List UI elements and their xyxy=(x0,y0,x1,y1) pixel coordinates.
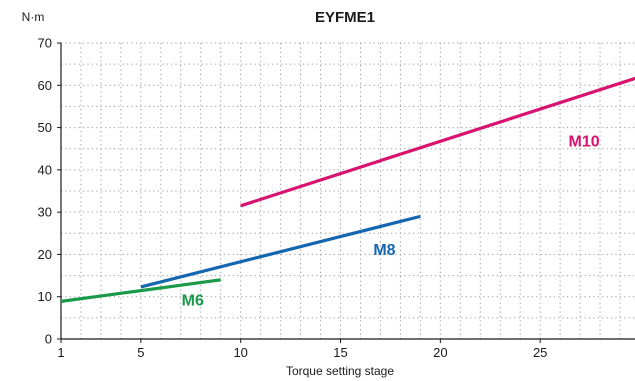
y-tick-label: 0 xyxy=(45,332,52,347)
series-label-m8: M8 xyxy=(373,242,395,259)
y-tick-label: 50 xyxy=(38,120,52,135)
series-label-m10: M10 xyxy=(569,133,600,150)
x-tick-label: 15 xyxy=(333,345,347,360)
x-tick-label: 20 xyxy=(433,345,447,360)
series-labels: M6 M8 M10 xyxy=(182,133,600,309)
x-tick-label: 25 xyxy=(533,345,547,360)
y-tick-label: 60 xyxy=(38,78,52,93)
series-lines xyxy=(60,76,635,303)
series-line-m10 xyxy=(240,76,635,208)
x-tick-label: 5 xyxy=(137,345,144,360)
chart-title: EYFME1 xyxy=(315,9,375,26)
x-tick-label: 10 xyxy=(233,345,247,360)
y-axis-unit-label: N·m xyxy=(22,10,45,24)
y-tick-label: 20 xyxy=(38,247,52,262)
series-line-m8 xyxy=(140,214,421,289)
series-label-m6: M6 xyxy=(182,292,204,309)
series-line-m6 xyxy=(60,278,221,303)
y-tick-label: 10 xyxy=(38,289,52,304)
grid xyxy=(61,42,635,339)
x-axis-title: Torque setting stage xyxy=(286,364,394,378)
y-tick-label: 30 xyxy=(38,205,52,220)
x-tick-label: 1 xyxy=(57,345,64,360)
tick-labels: 01020304050607015101520253 xyxy=(38,36,548,361)
y-tick-label: 70 xyxy=(38,36,52,51)
axes xyxy=(57,42,635,343)
y-tick-label: 40 xyxy=(38,162,52,177)
